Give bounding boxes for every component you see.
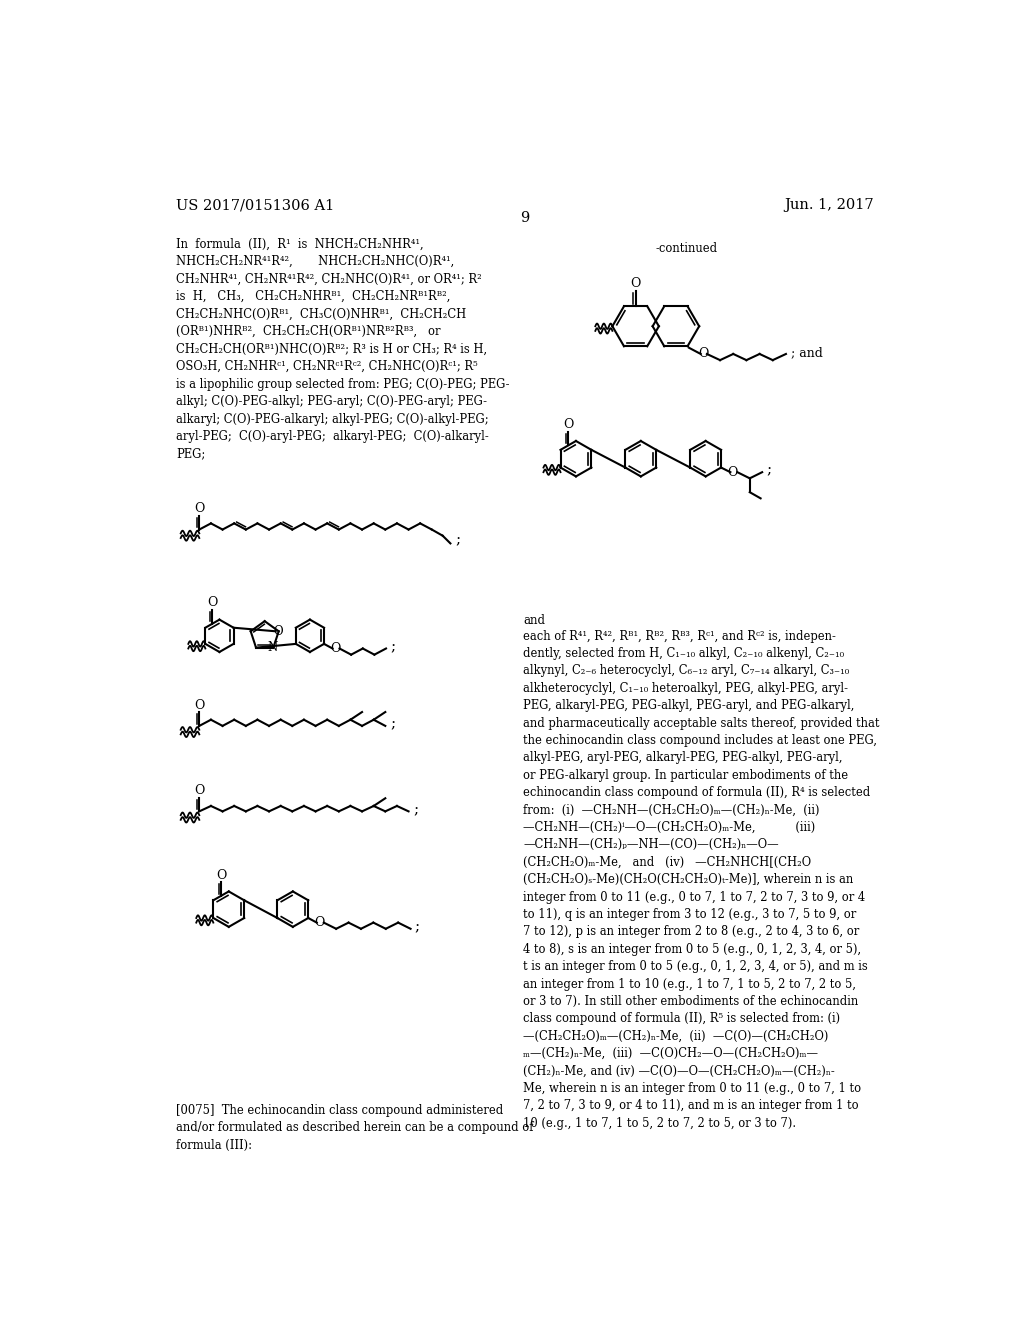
Text: ; and: ; and <box>791 346 822 359</box>
Text: O: O <box>697 347 709 360</box>
Text: O: O <box>563 418 573 432</box>
Text: O: O <box>216 869 226 882</box>
Text: each of R⁴¹, R⁴², Rᴮ¹, Rᴮ², Rᴮ³, Rᶜ¹, and Rᶜ² is, indepen-
dently, selected from: each of R⁴¹, R⁴², Rᴮ¹, Rᴮ², Rᴮ³, Rᶜ¹, an… <box>523 630 880 1130</box>
Text: ;: ; <box>414 803 419 817</box>
Text: O: O <box>195 784 205 797</box>
Text: O: O <box>195 698 205 711</box>
Text: [0075]  The echinocandin class compound administered
and/or formulated as descri: [0075] The echinocandin class compound a… <box>176 1104 534 1152</box>
Text: N: N <box>267 642 278 655</box>
Text: and: and <box>523 614 545 627</box>
Text: US 2017/0151306 A1: US 2017/0151306 A1 <box>176 198 334 213</box>
Text: O: O <box>207 597 217 610</box>
Text: ;: ; <box>390 717 395 731</box>
Text: Jun. 1, 2017: Jun. 1, 2017 <box>784 198 873 213</box>
Text: ;: ; <box>415 920 420 935</box>
Text: O: O <box>195 502 205 515</box>
Text: ;: ; <box>455 533 460 548</box>
Text: O: O <box>273 624 283 638</box>
Text: O: O <box>314 916 325 929</box>
Text: 9: 9 <box>520 211 529 224</box>
Text: O: O <box>331 642 341 655</box>
Text: O: O <box>727 466 738 479</box>
Text: ;: ; <box>391 640 396 653</box>
Text: -continued: -continued <box>655 242 717 255</box>
Text: ;: ; <box>767 463 772 478</box>
Text: In  formula  (II),  R¹  is  NHCH₂CH₂NHR⁴¹,
NHCH₂CH₂NR⁴¹R⁴²,       NHCH₂CH₂NHC(O): In formula (II), R¹ is NHCH₂CH₂NHR⁴¹, NH… <box>176 238 510 461</box>
Text: O: O <box>631 277 641 290</box>
